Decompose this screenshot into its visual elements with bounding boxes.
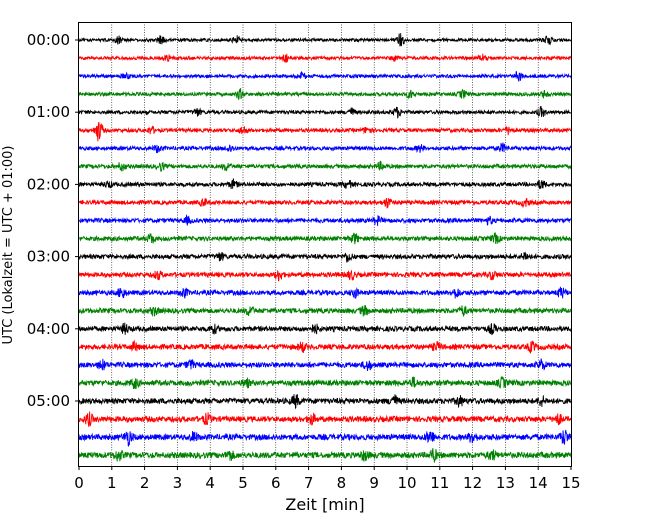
seismic-trace — [78, 88, 572, 100]
x-tick-label: 7 — [304, 474, 314, 492]
seismic-trace — [78, 214, 572, 227]
x-tick-label: 9 — [369, 474, 379, 492]
seismic-trace — [78, 339, 572, 354]
seismic-trace — [78, 178, 572, 190]
x-axis-label: Zeit [min] — [285, 495, 364, 514]
seismic-trace — [78, 160, 572, 172]
x-tick-label: 12 — [463, 474, 482, 492]
x-tick-label: 14 — [529, 474, 548, 492]
seismic-trace — [78, 286, 572, 299]
x-tick-label: 11 — [430, 474, 449, 492]
x-tick-label: 15 — [561, 474, 580, 492]
y-tick-label: 02:00 — [27, 175, 70, 193]
y-axis-ticks: 00:00 01:00 02:00 03:00 04:00 05:00 — [27, 31, 79, 410]
seismic-trace — [78, 251, 572, 263]
y-tick-label: 01:00 — [27, 103, 70, 121]
seismic-trace — [78, 142, 572, 154]
seismic-trace — [78, 305, 572, 318]
seismic-trace — [78, 448, 572, 463]
x-tick-label: 1 — [107, 474, 117, 492]
y-tick-label: 00:00 — [27, 31, 70, 49]
seismic-trace — [78, 70, 572, 82]
y-tick-label: 03:00 — [27, 248, 70, 266]
x-tick-label: 6 — [271, 474, 281, 492]
seismic-trace — [78, 411, 572, 427]
seismic-trace — [78, 322, 572, 336]
y-axis-label: UTC (Lokalzeit = UTC + 01:00) — [1, 146, 16, 345]
seismic-trace — [78, 429, 572, 447]
x-tick-label: 2 — [140, 474, 150, 492]
x-tick-label: 10 — [397, 474, 416, 492]
x-tick-label: 3 — [173, 474, 183, 492]
seismic-trace — [78, 121, 572, 142]
x-tick-label: 5 — [238, 474, 248, 492]
trace-group — [78, 33, 572, 463]
seismic-trace — [78, 197, 572, 209]
seismic-trace — [78, 33, 572, 47]
y-tick-label: 04:00 — [27, 320, 70, 338]
seismic-trace — [78, 394, 572, 410]
x-tick-label: 0 — [74, 474, 84, 492]
seismic-trace — [78, 53, 572, 64]
y-tick-label: 05:00 — [27, 392, 70, 410]
seismic-trace — [78, 232, 572, 245]
seismic-trace — [78, 106, 572, 119]
x-axis-ticks: 0 1 2 3 4 5 6 7 8 9 10 11 12 13 14 15 — [74, 466, 581, 492]
seismic-trace — [78, 376, 572, 390]
x-tick-label: 13 — [496, 474, 515, 492]
plot-frame — [78, 22, 572, 467]
seismic-trace — [78, 270, 572, 282]
x-tick-label: 8 — [337, 474, 347, 492]
x-gridlines — [111, 22, 539, 466]
x-tick-label: 4 — [205, 474, 215, 492]
seismic-trace — [78, 358, 572, 372]
